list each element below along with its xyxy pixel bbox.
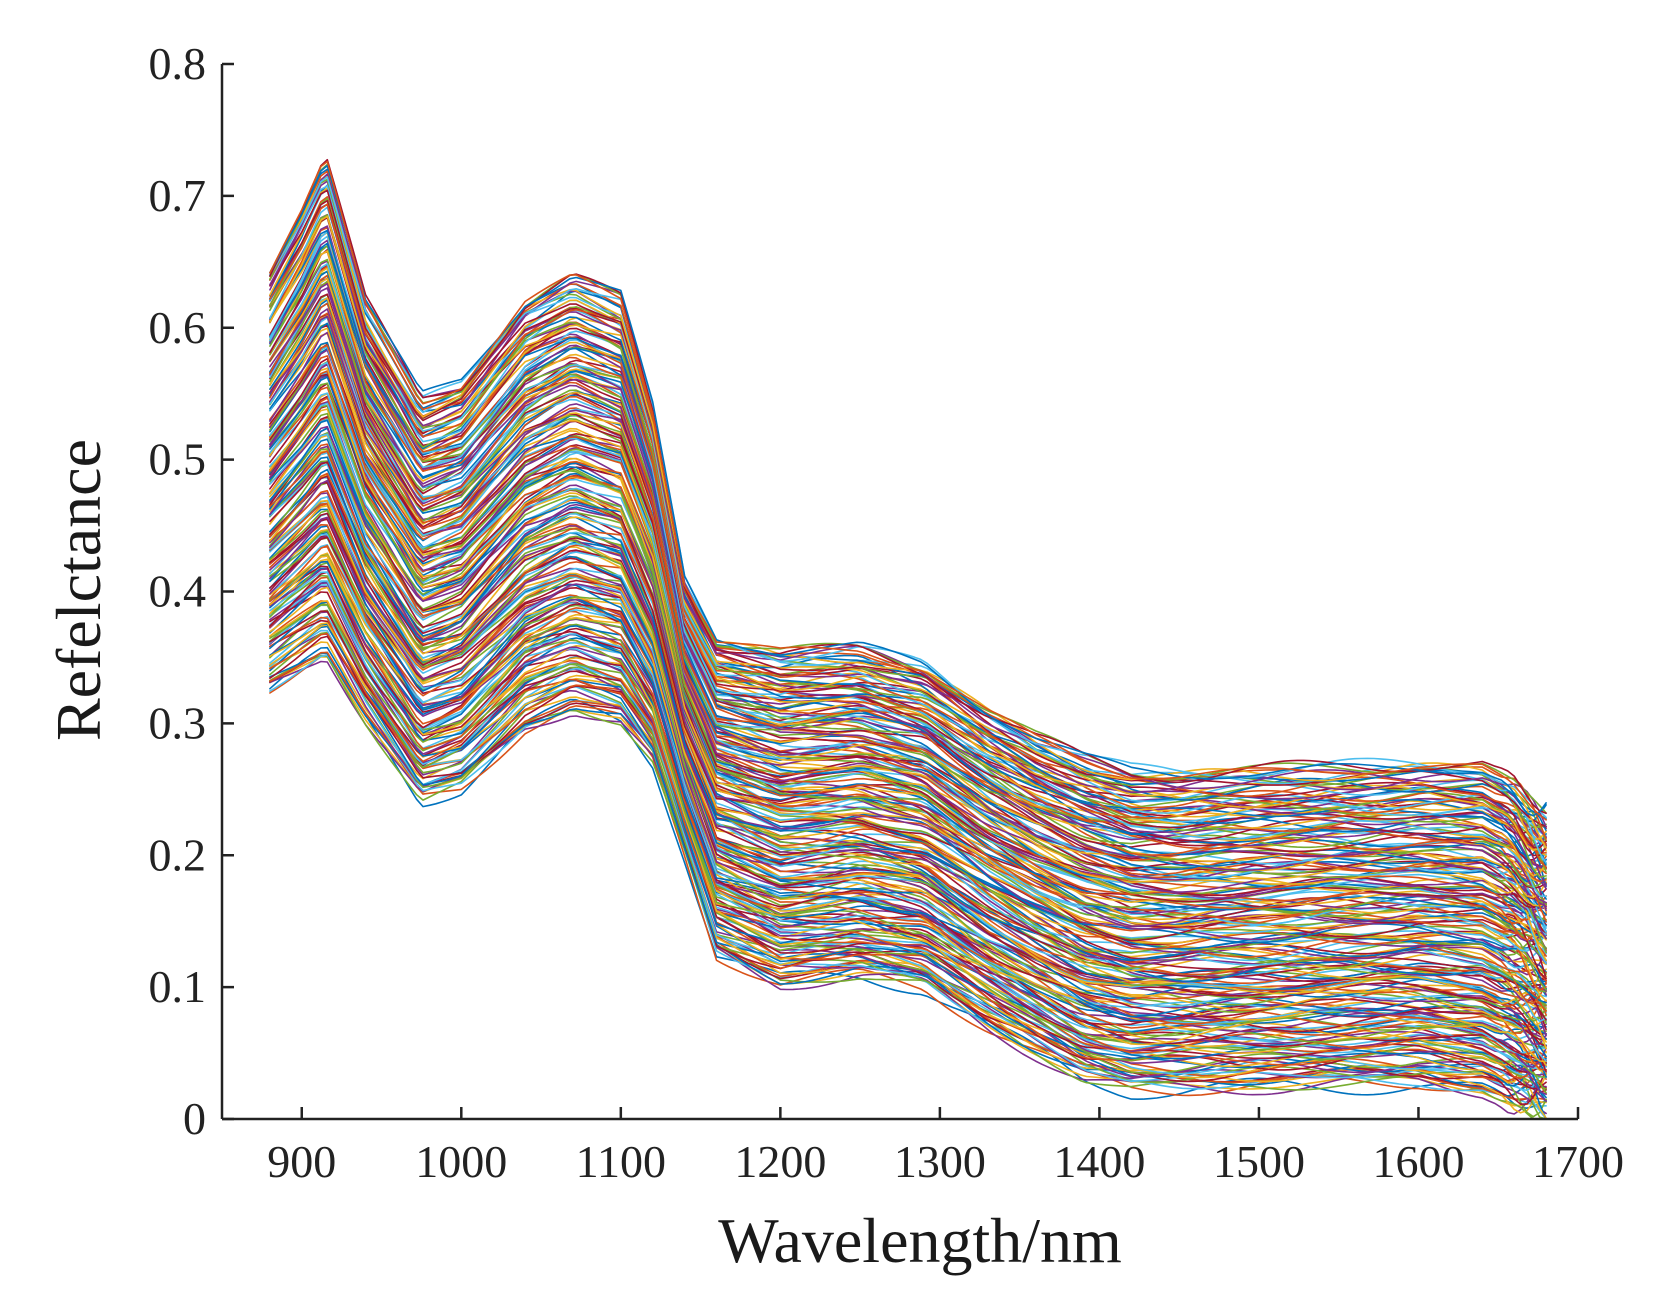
spectrum-line	[269, 180, 1547, 839]
x-tick-label: 1200	[734, 1136, 826, 1187]
spectrum-line	[269, 175, 1547, 849]
spectrum-line	[269, 215, 1547, 854]
spectrum-line	[269, 419, 1547, 990]
y-tick-label: 0.6	[149, 302, 207, 353]
spectrum-line	[269, 308, 1547, 940]
spectrum-line	[269, 525, 1547, 1040]
spectrum-line	[269, 206, 1547, 849]
spectrum-line	[269, 331, 1547, 912]
x-tick-label: 1600	[1372, 1136, 1464, 1187]
spectrum-line	[269, 405, 1547, 979]
spectrum-line	[269, 302, 1547, 909]
spectrum-line	[269, 332, 1547, 961]
spectrum-line	[269, 475, 1547, 1021]
spectrum-line	[269, 277, 1547, 890]
spectrum-line	[269, 654, 1547, 1120]
spectrum-line	[269, 382, 1547, 949]
spectrum-line	[269, 168, 1547, 820]
spectrum-line	[269, 474, 1547, 1009]
y-tick-label: 0.1	[149, 961, 207, 1012]
spectrum-line	[269, 323, 1547, 936]
y-tick-label: 0.2	[149, 829, 207, 880]
spectrum-line	[269, 438, 1547, 973]
x-tick-label: 1100	[576, 1136, 666, 1187]
y-tick-label: 0	[183, 1093, 206, 1144]
spectrum-line	[269, 418, 1547, 1002]
spectrum-line	[269, 461, 1547, 996]
spectrum-line	[269, 646, 1547, 1109]
x-tick-label: 900	[267, 1136, 336, 1187]
x-tick-label: 1000	[415, 1136, 507, 1187]
y-ticks: 0 0.1 0.2 0.3 0.4 0.5 0.6 0.7 0.8	[149, 38, 234, 1144]
spectrum-line	[269, 625, 1547, 1120]
spectrum-line	[269, 571, 1547, 1054]
spectrum-line	[269, 502, 1547, 1014]
spectrum-line	[269, 265, 1547, 875]
spectrum-line	[269, 260, 1547, 890]
x-tick-label: 1400	[1053, 1136, 1145, 1187]
spectrum-line	[269, 274, 1547, 883]
spectrum-line	[269, 629, 1547, 1120]
y-tick-label: 0.7	[149, 170, 207, 221]
spectrum-line	[269, 395, 1547, 951]
x-tick-label: 1500	[1213, 1136, 1305, 1187]
y-tick-label: 0.5	[149, 434, 207, 485]
spectrum-line	[269, 160, 1547, 821]
x-tick-label: 1700	[1532, 1136, 1624, 1187]
spectrum-line	[269, 345, 1547, 921]
spectrum-line	[269, 188, 1547, 837]
spectrum-line	[269, 196, 1547, 868]
y-tick-label: 0.8	[149, 38, 207, 89]
spectrum-line	[269, 302, 1547, 908]
spectrum-line	[269, 341, 1547, 906]
x-tick-label: 1300	[894, 1136, 986, 1187]
x-axis-title: Wavelength/nm	[718, 1205, 1122, 1276]
spectrum-line	[269, 164, 1547, 817]
spectrum-line	[269, 505, 1547, 1043]
series-layer	[269, 158, 1547, 1120]
x-ticks: 900 1000 1100 1200 1300 1400 1500 1600 1700	[267, 1107, 1624, 1187]
y-tick-label: 0.3	[149, 697, 207, 748]
spectrum-line	[269, 250, 1547, 883]
spectrum-line	[269, 187, 1547, 840]
spectrum-line	[269, 176, 1547, 819]
spectrum-line	[269, 357, 1547, 926]
y-axis-title: Refelctance	[43, 439, 114, 741]
spectrum-line	[269, 371, 1547, 951]
y-tick-label: 0.4	[149, 566, 207, 617]
spectrum-line	[269, 531, 1547, 1058]
spectrum-line	[269, 576, 1547, 1058]
spectrum-line	[269, 456, 1547, 1004]
spectrum-line	[269, 432, 1547, 982]
spectrum-line	[269, 611, 1547, 1102]
spectrum-line	[269, 601, 1547, 1071]
spectrum-line	[269, 445, 1547, 996]
